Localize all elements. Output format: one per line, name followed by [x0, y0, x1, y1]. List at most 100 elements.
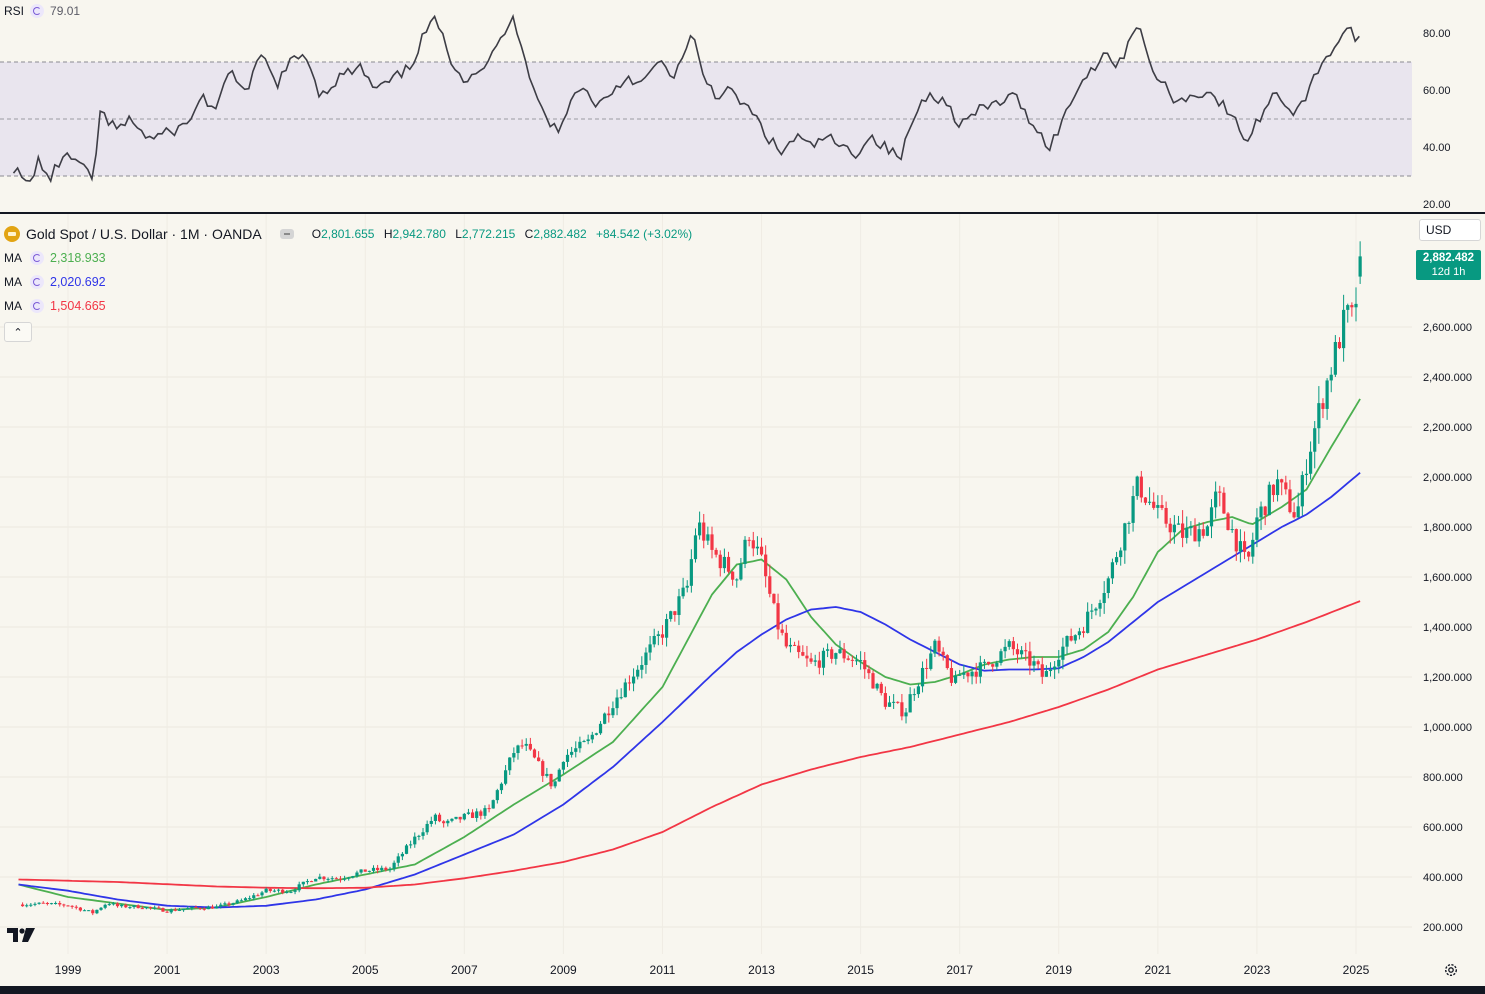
candle-body — [1007, 641, 1011, 647]
ma-row-1[interactable]: MA 2,318.933 — [4, 246, 698, 270]
currency-label: USD — [1426, 223, 1452, 237]
eye-icon[interactable] — [279, 229, 294, 239]
candle-body — [949, 668, 954, 683]
time-tick-label: 2013 — [748, 963, 775, 977]
candle-body — [78, 907, 82, 911]
candle-body — [565, 754, 570, 762]
rsi-legend[interactable]: RSI 79.01 — [4, 4, 80, 18]
candle-body — [215, 906, 219, 909]
candle-body — [570, 751, 574, 755]
rsi-scale-40: 40.00 — [1423, 142, 1451, 154]
pane-separator[interactable] — [0, 212, 1485, 214]
candle-body — [466, 812, 471, 814]
candle-body — [689, 559, 693, 586]
candle-body — [470, 812, 475, 818]
candle-body — [45, 903, 49, 905]
candle-body — [900, 702, 904, 717]
high-value: 2,942.780 — [392, 227, 446, 241]
tradingview-logo-icon[interactable] — [6, 926, 38, 944]
candle-body — [491, 800, 495, 809]
time-tick-label: 2019 — [1045, 963, 1072, 977]
candle-body — [681, 587, 685, 597]
symbol-title[interactable]: Gold Spot / U.S. Dollar · 1M · OANDA — [26, 226, 262, 242]
candle-body — [520, 745, 524, 747]
candle-body — [553, 781, 557, 787]
candle-body — [293, 890, 297, 892]
candle-body — [285, 892, 289, 894]
candle-body — [371, 867, 376, 871]
candle-body — [1123, 523, 1127, 551]
candle-body — [1127, 522, 1131, 524]
bar-countdown: 12d 1h — [1431, 266, 1466, 278]
candle-body — [400, 853, 404, 857]
candle-body — [1214, 491, 1218, 508]
candle-body — [953, 675, 958, 683]
candle-body — [619, 697, 623, 699]
candle-body — [1168, 523, 1172, 533]
gear-icon[interactable] — [1443, 962, 1459, 978]
candle-body — [1061, 646, 1065, 660]
candle-body — [272, 890, 277, 892]
ma-row-2[interactable]: MA 2,020.692 — [4, 270, 698, 294]
candle-body — [392, 862, 396, 869]
rsi-pane[interactable]: RSI 79.01 80.00 60.00 40.00 20.00 — [0, 0, 1485, 212]
candle-body — [937, 640, 941, 652]
candle-body — [1333, 341, 1337, 375]
price-tick-label: 400.000 — [1423, 872, 1463, 884]
candle-body — [144, 906, 149, 909]
candle-body — [475, 811, 479, 818]
price-pane[interactable]: 2,600.000 2,400.000 2,200.000 2,000.000 1,80… — [0, 214, 1485, 954]
candle-body — [256, 895, 260, 897]
cycle-icon[interactable] — [30, 299, 44, 313]
time-axis[interactable]: 1999 2001 2003 2005 2007 2009 2011 2013 2015 2017… — [0, 956, 1412, 986]
candle-body — [590, 734, 594, 740]
candle-body — [805, 655, 809, 659]
candle-body — [433, 814, 438, 821]
candle-body — [281, 889, 285, 893]
ma-value-2: 2,020.692 — [50, 275, 106, 289]
ma-row-3[interactable]: MA 1,504.665 — [4, 294, 698, 318]
ma-label: MA — [4, 275, 22, 289]
candle-body — [421, 832, 425, 836]
candle-body — [528, 743, 532, 750]
candle-body — [726, 556, 731, 572]
candle-body — [958, 674, 962, 676]
candle-body — [1284, 482, 1288, 490]
candle-body — [759, 546, 764, 555]
candle-body — [235, 900, 239, 904]
candle-body — [446, 820, 450, 824]
price-tick-label: 600.000 — [1423, 822, 1463, 834]
candle-body — [297, 884, 301, 891]
candle-body — [148, 906, 153, 908]
candle-body — [714, 549, 718, 555]
candle-body — [1143, 497, 1148, 503]
candle-body — [1201, 529, 1205, 536]
candle-body — [1337, 341, 1342, 349]
candle-body — [1342, 309, 1346, 349]
candle-body — [173, 909, 177, 911]
currency-selector[interactable]: USD — [1419, 219, 1481, 241]
candle-body — [1164, 507, 1168, 524]
candle-body — [1011, 641, 1015, 650]
candle-body — [1317, 403, 1321, 429]
candle-body — [842, 649, 846, 659]
candle-body — [483, 808, 487, 816]
candle-body — [887, 702, 892, 707]
candle-body — [784, 632, 788, 647]
candle-body — [202, 908, 206, 910]
candle-body — [1288, 489, 1292, 513]
candle-body — [1205, 526, 1209, 536]
candle-body — [231, 903, 235, 905]
cycle-icon[interactable] — [30, 275, 44, 289]
cycle-icon[interactable] — [30, 251, 44, 265]
collapse-legend-button[interactable]: ⌃ — [4, 322, 32, 342]
candle-body — [99, 907, 103, 910]
candle-body — [495, 790, 499, 801]
candle-body — [330, 878, 334, 880]
candle-body — [578, 741, 582, 749]
cycle-icon[interactable] — [30, 4, 45, 18]
candle-body — [669, 611, 673, 620]
price-tick-label: 200.000 — [1423, 922, 1463, 934]
symbol-row[interactable]: Gold Spot / U.S. Dollar · 1M · OANDA O2,… — [4, 222, 698, 246]
candle-body — [995, 662, 999, 667]
